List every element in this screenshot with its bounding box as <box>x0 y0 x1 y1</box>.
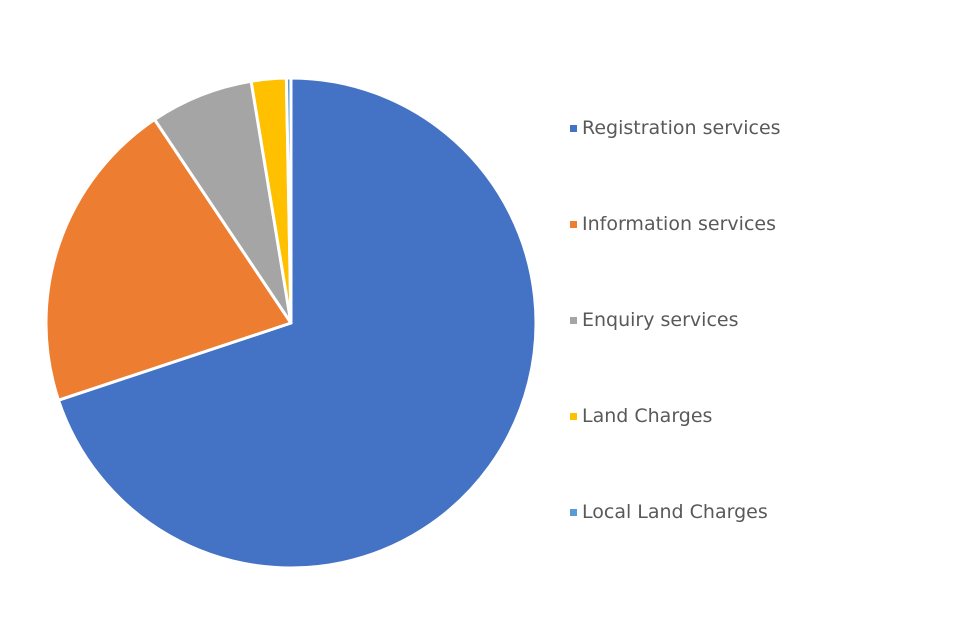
legend-item-enquiry-services: Enquiry services <box>570 304 930 336</box>
pie-slice-information-services <box>44 118 293 402</box>
legend-swatch <box>570 412 577 420</box>
legend-swatch <box>570 220 577 228</box>
pie-slice-local-land-charges <box>284 76 293 325</box>
legend-item-land-charges: Land Charges <box>570 400 930 432</box>
legend-item-information-services: Information services <box>570 208 930 240</box>
legend-item-registration-services: Registration services <box>570 112 930 144</box>
legend-label: Local Land Charges <box>582 501 768 523</box>
pie-slices <box>44 76 538 570</box>
legend: Registration services Information servic… <box>570 112 930 592</box>
legend-swatch <box>570 124 577 132</box>
legend-swatch <box>570 316 577 324</box>
legend-item-local-land-charges: Local Land Charges <box>570 496 930 528</box>
legend-label: Land Charges <box>582 405 713 427</box>
legend-label: Enquiry services <box>582 309 739 331</box>
pie-slice-registration-services <box>56 76 538 570</box>
legend-swatch <box>570 508 577 516</box>
pie-slice-enquiry-services <box>153 79 293 325</box>
legend-label: Registration services <box>582 117 781 139</box>
legend-label: Information services <box>582 213 776 235</box>
